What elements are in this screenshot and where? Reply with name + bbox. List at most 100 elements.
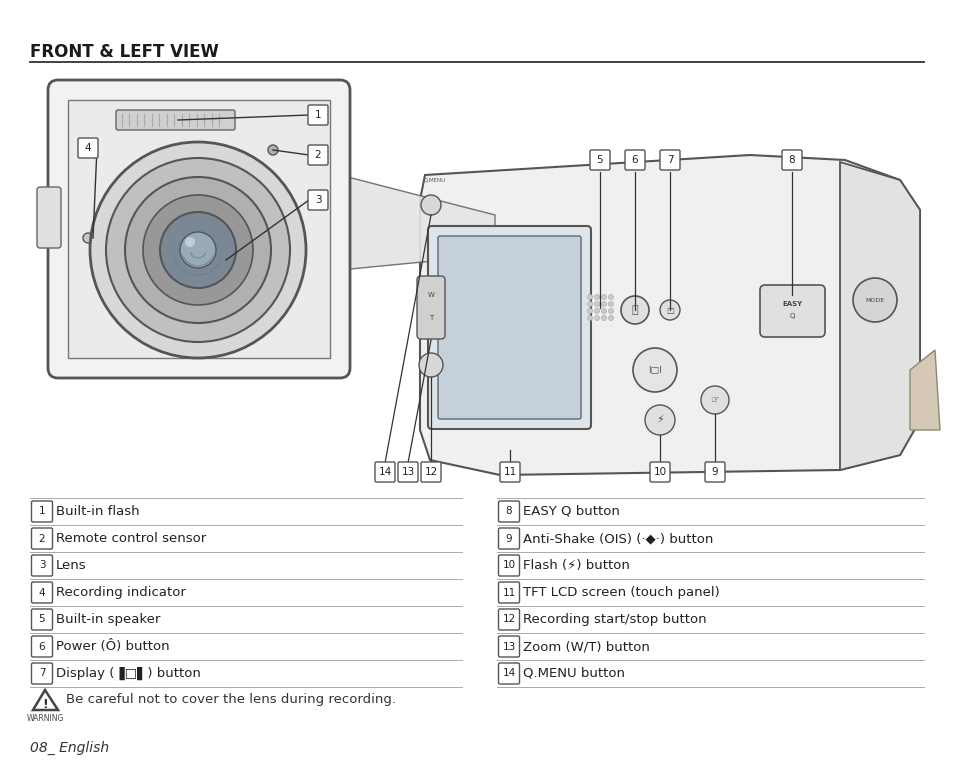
Circle shape (594, 294, 598, 300)
Polygon shape (419, 155, 919, 475)
Circle shape (83, 233, 92, 243)
Text: 2: 2 (314, 150, 321, 160)
Circle shape (587, 309, 592, 313)
FancyBboxPatch shape (31, 555, 52, 576)
FancyBboxPatch shape (31, 636, 52, 657)
Text: Recording indicator: Recording indicator (56, 586, 186, 599)
Text: Be careful not to cover the lens during recording.: Be careful not to cover the lens during … (66, 693, 395, 706)
FancyBboxPatch shape (37, 187, 61, 248)
Text: Q: Q (788, 313, 794, 319)
Circle shape (587, 316, 592, 320)
Text: TFT LCD screen (touch panel): TFT LCD screen (touch panel) (522, 586, 719, 599)
Circle shape (185, 237, 194, 247)
Text: 10: 10 (502, 561, 515, 571)
Text: Flash (⚡) button: Flash (⚡) button (522, 559, 629, 572)
Text: Lens: Lens (56, 559, 87, 572)
FancyBboxPatch shape (781, 150, 801, 170)
Circle shape (420, 195, 440, 215)
Text: 12: 12 (424, 467, 437, 477)
Text: ⏻: ⏻ (631, 305, 638, 315)
Text: 9: 9 (505, 533, 512, 544)
Circle shape (852, 278, 896, 322)
FancyBboxPatch shape (308, 145, 328, 165)
FancyBboxPatch shape (498, 636, 519, 657)
Circle shape (587, 294, 592, 300)
Circle shape (700, 386, 728, 414)
Text: 10: 10 (653, 467, 666, 477)
Polygon shape (68, 100, 330, 358)
Text: 7: 7 (666, 155, 673, 165)
Text: Display (▐□▌) button: Display (▐□▌) button (56, 667, 201, 680)
Text: ⚡: ⚡ (656, 415, 663, 425)
Text: 8: 8 (788, 155, 795, 165)
Circle shape (160, 212, 235, 288)
Text: T: T (429, 315, 433, 321)
FancyBboxPatch shape (760, 285, 824, 337)
Text: 13: 13 (502, 641, 515, 652)
Circle shape (601, 316, 606, 320)
Text: I□I: I□I (647, 365, 661, 375)
FancyBboxPatch shape (428, 226, 590, 429)
Text: 08_ English: 08_ English (30, 741, 109, 755)
FancyBboxPatch shape (397, 462, 417, 482)
FancyBboxPatch shape (31, 609, 52, 630)
Text: 4: 4 (85, 143, 91, 153)
Text: Power (Ô) button: Power (Ô) button (56, 640, 170, 653)
Circle shape (608, 316, 613, 320)
Text: 2: 2 (39, 533, 45, 544)
Circle shape (608, 294, 613, 300)
Circle shape (587, 302, 592, 306)
Text: 6: 6 (631, 155, 638, 165)
Text: W: W (427, 292, 434, 298)
Text: Remote control sensor: Remote control sensor (56, 532, 206, 545)
Text: 5: 5 (596, 155, 602, 165)
Circle shape (180, 232, 215, 268)
Circle shape (143, 195, 253, 305)
FancyBboxPatch shape (498, 501, 519, 522)
Circle shape (594, 316, 598, 320)
Polygon shape (840, 162, 919, 470)
FancyBboxPatch shape (498, 609, 519, 630)
Text: 7: 7 (39, 669, 45, 679)
Text: Q.MENU button: Q.MENU button (522, 667, 624, 680)
Circle shape (601, 302, 606, 306)
Circle shape (268, 145, 277, 155)
Text: 8: 8 (505, 506, 512, 516)
Text: Recording start/stop button: Recording start/stop button (522, 613, 706, 626)
FancyBboxPatch shape (31, 663, 52, 684)
Text: 3: 3 (39, 561, 45, 571)
FancyBboxPatch shape (31, 582, 52, 603)
Text: 11: 11 (502, 588, 515, 597)
FancyBboxPatch shape (308, 105, 328, 125)
Text: □: □ (665, 306, 673, 315)
Circle shape (594, 309, 598, 313)
Circle shape (601, 309, 606, 313)
Circle shape (418, 353, 442, 377)
FancyBboxPatch shape (624, 150, 644, 170)
Text: Zoom (W/T) button: Zoom (W/T) button (522, 640, 649, 653)
Text: Anti-Shake (OIS) (·◆·) button: Anti-Shake (OIS) (·◆·) button (522, 532, 713, 545)
FancyBboxPatch shape (498, 663, 519, 684)
Text: 4: 4 (39, 588, 45, 597)
FancyBboxPatch shape (437, 236, 580, 419)
FancyBboxPatch shape (48, 80, 350, 378)
Circle shape (608, 302, 613, 306)
FancyBboxPatch shape (498, 528, 519, 549)
FancyBboxPatch shape (649, 462, 669, 482)
Circle shape (125, 177, 271, 323)
Circle shape (608, 309, 613, 313)
Text: 6: 6 (39, 641, 45, 652)
FancyBboxPatch shape (116, 110, 234, 130)
FancyBboxPatch shape (375, 462, 395, 482)
Circle shape (601, 294, 606, 300)
FancyBboxPatch shape (31, 528, 52, 549)
Text: 12: 12 (502, 614, 515, 624)
Text: 3: 3 (314, 195, 321, 205)
Text: 1: 1 (39, 506, 45, 516)
FancyBboxPatch shape (659, 150, 679, 170)
FancyBboxPatch shape (31, 501, 52, 522)
Polygon shape (33, 690, 58, 710)
FancyBboxPatch shape (416, 276, 444, 339)
FancyBboxPatch shape (498, 582, 519, 603)
Text: Built-in flash: Built-in flash (56, 505, 139, 518)
